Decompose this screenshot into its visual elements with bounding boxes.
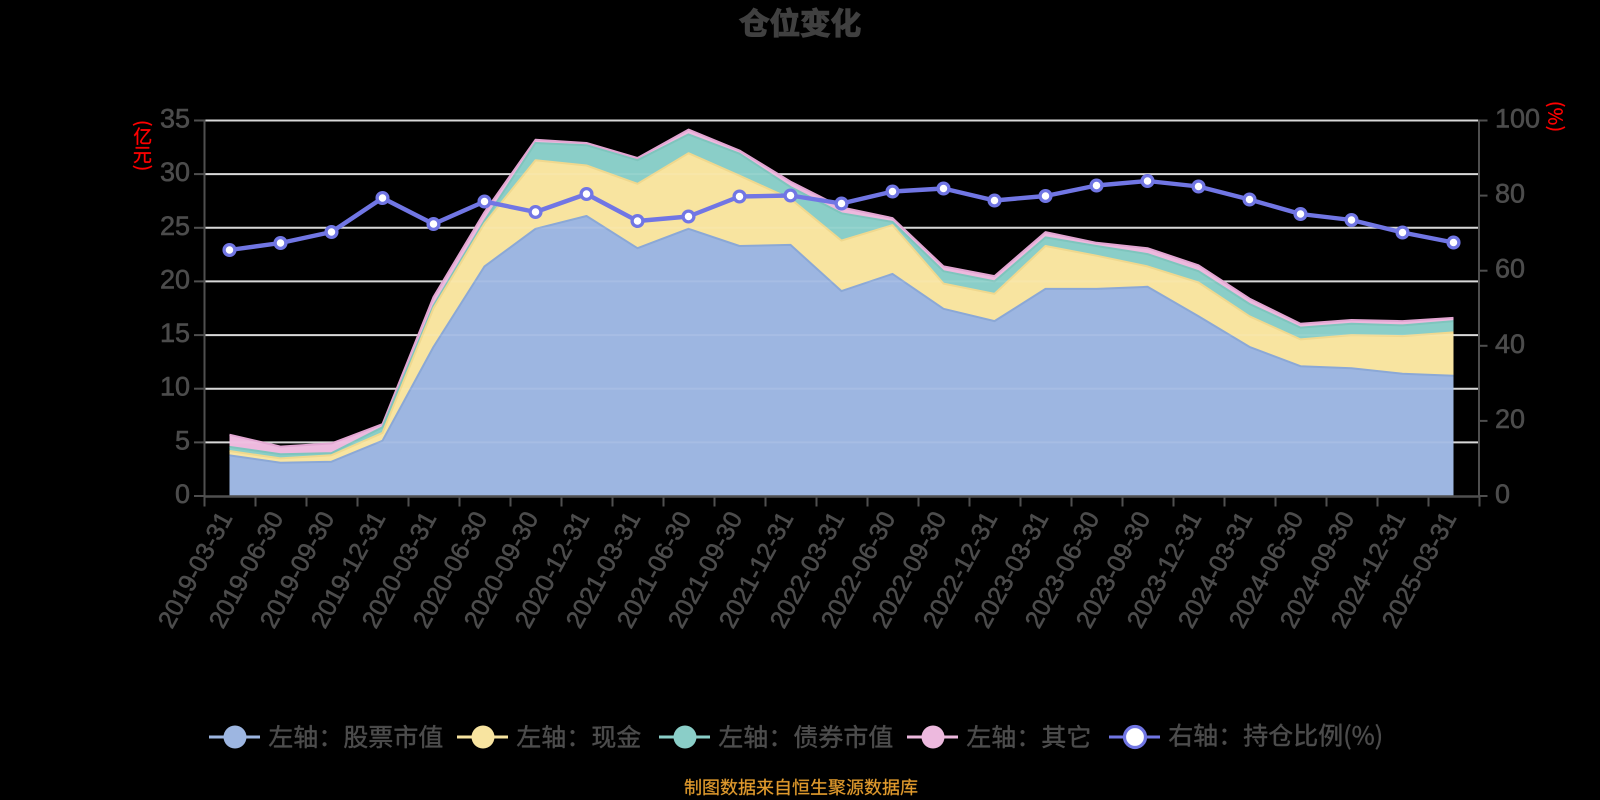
svg-text:5: 5 [175,425,190,455]
svg-text:60: 60 [1495,254,1525,284]
svg-text:30: 30 [160,157,190,187]
svg-text:25: 25 [160,211,190,241]
svg-text:10: 10 [160,372,190,402]
svg-text:80: 80 [1495,179,1525,209]
svg-text:0: 0 [175,479,190,509]
svg-text:15: 15 [160,318,190,348]
svg-text:100: 100 [1495,104,1540,134]
svg-text:20: 20 [160,264,190,294]
svg-text:20: 20 [1495,404,1525,434]
svg-text:40: 40 [1495,329,1525,359]
svg-text:35: 35 [160,104,190,134]
svg-text:0: 0 [1495,479,1510,509]
